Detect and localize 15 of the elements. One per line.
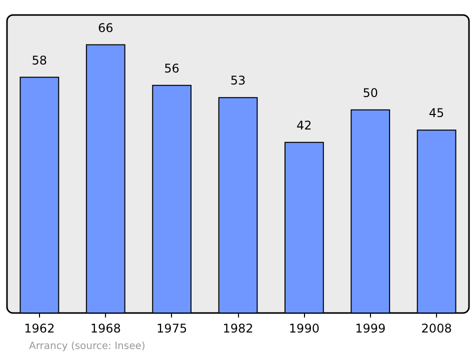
x-tick-label: 1962: [24, 322, 55, 336]
data-label: 53: [230, 74, 246, 88]
x-tick-label: 1990: [288, 322, 320, 336]
x-tick-label: 1968: [90, 322, 121, 336]
x-tick-label: 1975: [156, 322, 188, 336]
data-label: 50: [362, 86, 378, 100]
data-label: 66: [98, 20, 114, 35]
x-tick-label: 2008: [421, 322, 452, 336]
data-label: 42: [296, 118, 312, 132]
x-tick-label: 1982: [222, 322, 254, 336]
data-label: 45: [428, 106, 444, 120]
data-label: 58: [32, 53, 48, 68]
text: Arrancy (source: Insee): [29, 341, 146, 352]
data-label: 56: [164, 61, 180, 76]
x-tick-label: 1999: [355, 322, 386, 336]
